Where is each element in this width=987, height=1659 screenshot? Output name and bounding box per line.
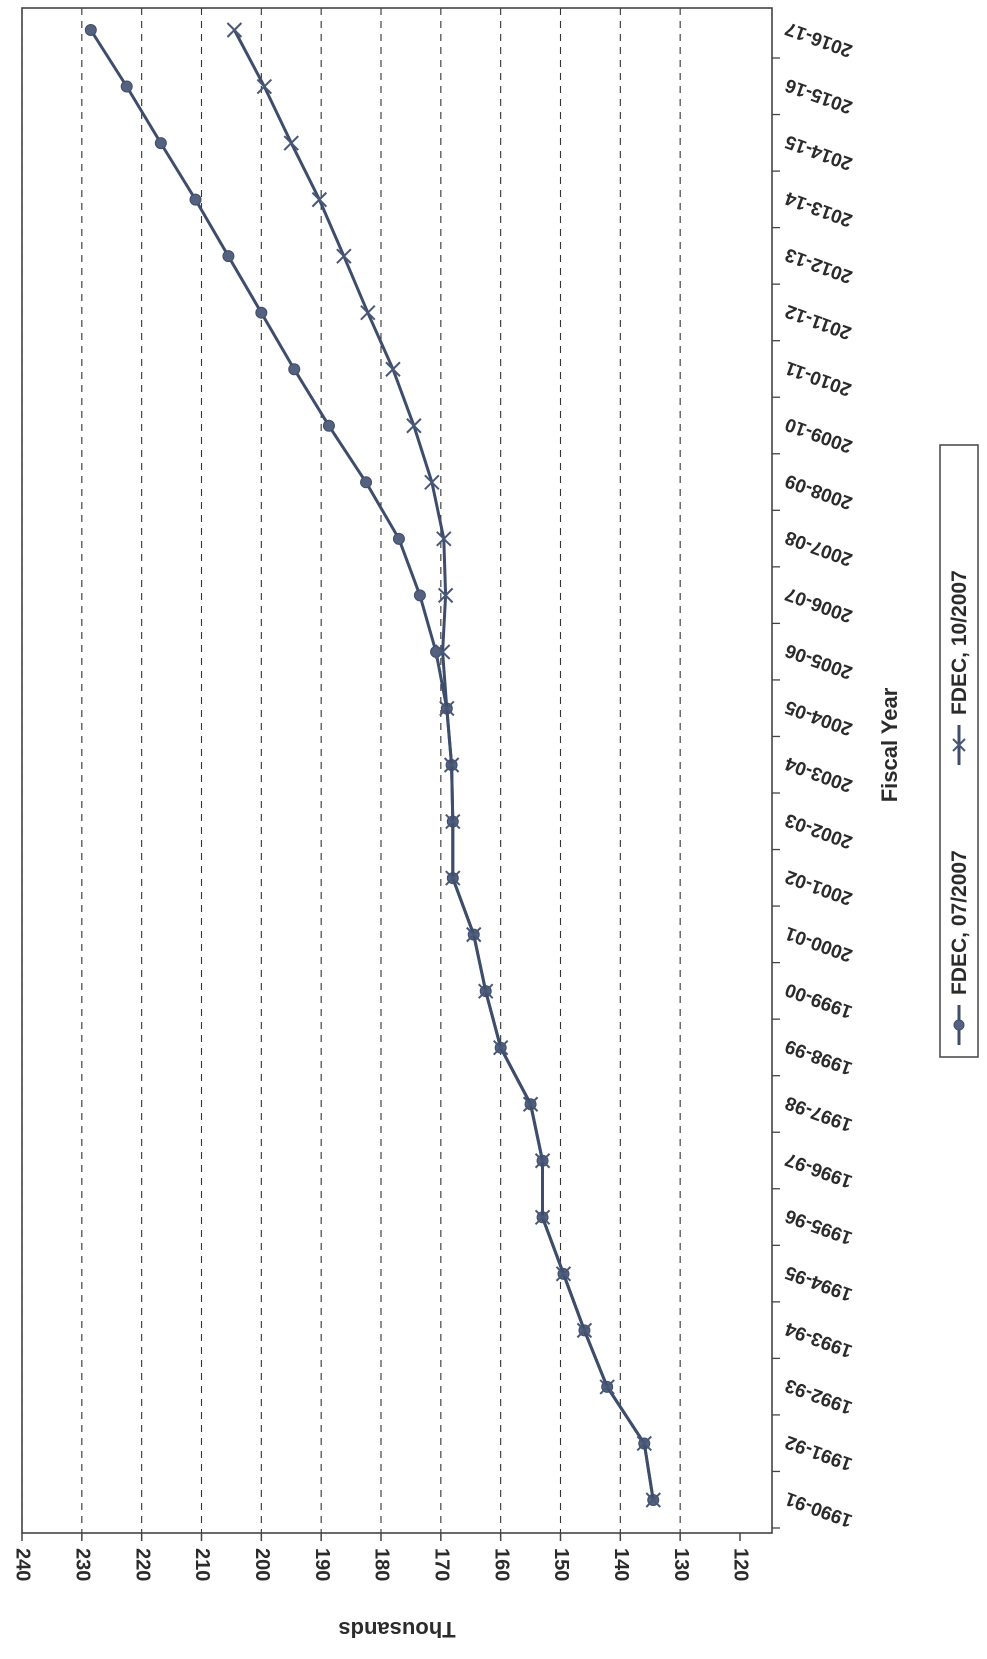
series-1-point-2012-13: [222, 250, 235, 263]
category-tick-label-1990-91: 1990-91: [782, 1487, 855, 1531]
category-axis-ticks: 1990-91 1991-92 1992-93 1993-94 1994-95 1995-…: [772, 17, 855, 1531]
series-2-point-1991-92: [636, 1435, 652, 1452]
value-axis-ticks: 120 130 140 150 160 170 180 190 200 210 220 230 240: [12, 1533, 752, 1581]
series-1-point-2007-08: [392, 532, 405, 545]
gridlines: [21, 8, 681, 1533]
category-tick-label-1992-93: 1992-93: [783, 1374, 856, 1418]
value-tick-label-160: 160: [490, 1548, 512, 1581]
series-2-point-2003-04: [443, 757, 460, 773]
value-tick-label-140: 140: [610, 1548, 632, 1581]
category-tick-label-2002-03: 2002-03: [783, 809, 856, 853]
series-2: [226, 22, 661, 1508]
category-tick-label-2000-01: 2000-01: [782, 922, 855, 966]
series-2-point-1990-91: [645, 1492, 661, 1508]
series-2-point-2011-12: [360, 304, 376, 321]
legend: FDEC, 07/2007 FDEC, 10/2007: [939, 444, 979, 1058]
series-2-point-1997-98: [522, 1096, 539, 1112]
category-tick-label-1996-97: 1996-97: [783, 1148, 856, 1192]
series-2-point-2007-08: [436, 531, 452, 547]
category-tick-label-2014-15: 2014-15: [782, 130, 855, 174]
category-tick-label-1991-92: 1991-92: [783, 1431, 856, 1475]
category-tick-label-2006-07: 2006-07: [783, 583, 856, 627]
category-tick-label-2003-04: 2003-04: [782, 752, 855, 796]
series-2-point-2000-01: [466, 926, 482, 943]
legend-label-2: FDEC, 10/2007: [948, 570, 971, 715]
category-tick-label-1993-94: 1993-94: [782, 1318, 855, 1362]
series-1-point-2014-15: [154, 137, 167, 150]
category-tick-label-2001-02: 2001-02: [783, 865, 856, 909]
series-1-point-2008-09: [360, 476, 373, 489]
series-2-point-2010-11: [385, 361, 401, 377]
series-2-point-2012-13: [336, 248, 352, 264]
value-tick-label-230: 230: [72, 1548, 94, 1581]
category-tick-label-1995-96: 1995-96: [783, 1205, 856, 1249]
series-2-point-1992-93: [599, 1379, 615, 1395]
category-tick-label-1999-00: 1999-00: [783, 978, 856, 1022]
series-2-point-2002-03: [445, 813, 461, 830]
series-1-point-2016-17: [84, 24, 97, 36]
series-2-point-2006-07: [437, 587, 454, 604]
series-2-point-1996-97: [534, 1153, 551, 1169]
category-tick-label-2012-13: 2012-13: [783, 243, 856, 287]
category-tick-label-2015-16: 2015-16: [783, 74, 856, 118]
value-tick-label-210: 210: [191, 1548, 213, 1581]
category-tick-label-1997-98: 1997-98: [783, 1092, 856, 1136]
category-tick-label-2016-17: 2016-17: [783, 17, 856, 61]
category-tick-label-2005-06: 2005-06: [783, 639, 856, 683]
series-2-point-2014-15: [283, 135, 299, 151]
series-1-point-2006-07: [413, 589, 426, 602]
series-2-point-2009-10: [406, 418, 422, 434]
series-1-point-2009-10: [322, 419, 335, 432]
series-1-point-2013-14: [189, 193, 202, 206]
category-tick-label-2010-11: 2010-11: [782, 356, 854, 399]
category-tick-label-2007-08: 2007-08: [783, 526, 856, 570]
category-tick-label-2004-05: 2004-05: [782, 696, 855, 740]
value-tick-label-240: 240: [12, 1548, 34, 1581]
category-tick-label-2008-09: 2008-09: [783, 470, 856, 514]
series-2-point-2016-17: [226, 22, 243, 38]
series-2-point-2001-02: [445, 870, 461, 886]
series-1: [84, 24, 660, 1506]
series-1-point-2011-12: [255, 306, 268, 319]
series-2-point-1995-96: [534, 1209, 551, 1226]
y-axis-title: Thousands: [338, 1617, 455, 1642]
series-2-point-1998-99: [492, 1039, 509, 1056]
value-tick-label-150: 150: [550, 1548, 572, 1581]
series-2-point-2004-05: [439, 700, 455, 717]
series-2-point-1994-95: [555, 1266, 572, 1282]
series-line-2: [233, 29, 655, 1501]
value-tick-label-170: 170: [431, 1548, 453, 1581]
series-2-point-1999-00: [478, 983, 494, 999]
value-tick-label-190: 190: [311, 1548, 333, 1581]
value-tick-label-200: 200: [251, 1548, 273, 1581]
value-tick-label-180: 180: [371, 1548, 393, 1581]
value-tick-label-120: 120: [730, 1548, 752, 1581]
series-2-point-2013-14: [311, 191, 328, 208]
category-tick-label-2011-12: 2011-12: [783, 300, 855, 343]
value-tick-label-130: 130: [670, 1548, 692, 1581]
legend-marker-2: [952, 738, 966, 752]
series-2-point-2015-16: [256, 78, 273, 95]
legend-box: [939, 444, 979, 1058]
series-layer: [84, 22, 661, 1508]
category-tick-label-2013-14: 2013-14: [782, 187, 855, 231]
series-2-point-1993-94: [576, 1322, 593, 1339]
series-1-point-2010-11: [288, 363, 301, 376]
series-2-point-2008-09: [424, 474, 440, 491]
value-tick-label-220: 220: [131, 1548, 153, 1581]
category-tick-label-1998-99: 1998-99: [783, 1035, 856, 1079]
series-2-point-2005-06: [434, 644, 451, 660]
legend-label-1: FDEC, 07/2007: [948, 850, 971, 995]
category-tick-label-1994-95: 1994-95: [782, 1261, 855, 1305]
category-tick-label-2009-10: 2009-10: [783, 413, 856, 457]
legend-marker-1: [953, 1019, 965, 1031]
plot-frame: [21, 7, 773, 1534]
series-1-point-2015-16: [120, 80, 133, 93]
x-axis-title: Fiscal Year: [877, 687, 902, 802]
